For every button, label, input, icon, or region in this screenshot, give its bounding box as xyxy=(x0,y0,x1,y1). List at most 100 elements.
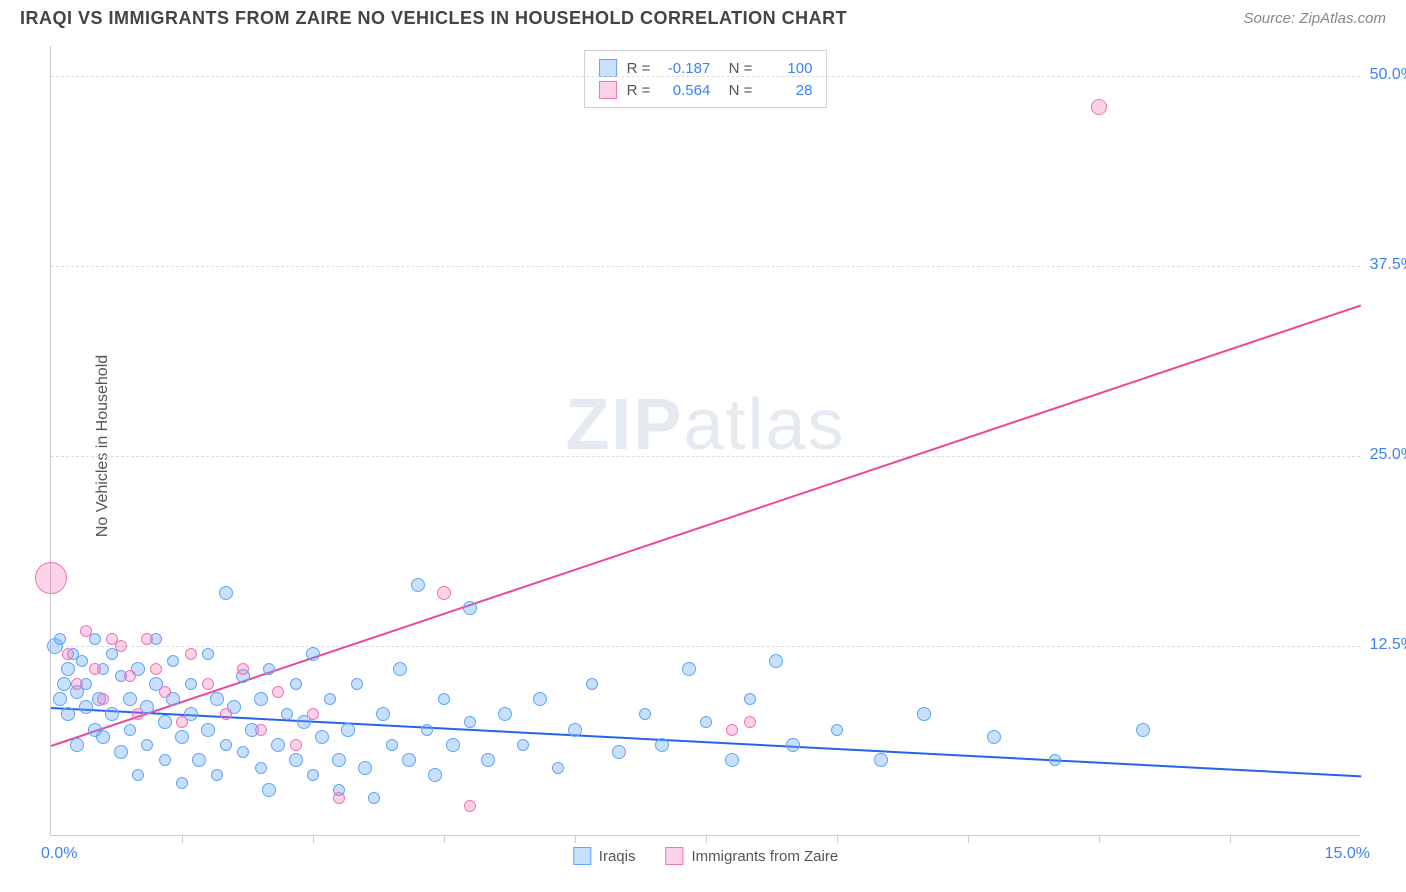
data-point xyxy=(219,586,233,600)
gridline xyxy=(51,456,1360,457)
data-point xyxy=(271,738,285,752)
legend-label-1: Iraqis xyxy=(599,848,636,865)
swatch-iraqis xyxy=(573,847,591,865)
gridline xyxy=(51,266,1360,267)
swatch-zaire xyxy=(665,847,683,865)
stats-row-2: R = 0.564 N = 28 xyxy=(599,79,813,101)
data-point xyxy=(71,678,83,690)
r-value-2: 0.564 xyxy=(660,82,710,99)
data-point xyxy=(185,648,197,660)
legend-item-iraqis: Iraqis xyxy=(573,847,636,865)
swatch-zaire xyxy=(599,81,617,99)
watermark: ZIPatlas xyxy=(565,384,845,466)
data-point xyxy=(132,769,144,781)
data-point xyxy=(255,724,267,736)
data-point xyxy=(682,662,696,676)
legend-label-2: Immigrants from Zaire xyxy=(691,848,838,865)
data-point xyxy=(254,692,268,706)
data-point xyxy=(61,707,75,721)
gridline xyxy=(51,646,1360,647)
data-point xyxy=(272,686,284,698)
data-point xyxy=(150,663,162,675)
data-point xyxy=(306,647,320,661)
x-tick xyxy=(444,835,445,843)
data-point xyxy=(114,745,128,759)
y-tick-label: 12.5% xyxy=(1370,636,1406,654)
data-point xyxy=(351,678,363,690)
r-label: R = xyxy=(627,60,651,77)
data-point xyxy=(202,678,214,690)
data-point xyxy=(192,753,206,767)
data-point xyxy=(115,640,127,652)
data-point xyxy=(158,715,172,729)
data-point xyxy=(315,730,329,744)
series-legend: Iraqis Immigrants from Zaire xyxy=(573,847,838,865)
y-tick-label: 37.5% xyxy=(1370,256,1406,274)
data-point xyxy=(586,678,598,690)
data-point xyxy=(201,723,215,737)
data-point xyxy=(421,724,433,736)
data-point xyxy=(263,663,275,675)
data-point xyxy=(70,738,84,752)
n-value-2: 28 xyxy=(762,82,812,99)
x-tick xyxy=(837,835,838,843)
x-axis-max: 15.0% xyxy=(1325,845,1370,863)
data-point xyxy=(97,693,109,705)
data-point xyxy=(874,753,888,767)
data-point xyxy=(533,692,547,706)
legend-item-zaire: Immigrants from Zaire xyxy=(665,847,838,865)
data-point xyxy=(159,754,171,766)
data-point xyxy=(307,769,319,781)
data-point xyxy=(639,708,651,720)
data-point xyxy=(54,633,66,645)
data-point xyxy=(655,738,669,752)
data-point xyxy=(124,724,136,736)
n-value-1: 100 xyxy=(762,60,812,77)
r-value-1: -0.187 xyxy=(660,60,710,77)
data-point xyxy=(498,707,512,721)
data-point xyxy=(1136,723,1150,737)
data-point xyxy=(262,783,276,797)
data-point xyxy=(176,716,188,728)
data-point xyxy=(700,716,712,728)
data-point xyxy=(464,800,476,812)
data-point xyxy=(79,700,93,714)
data-point xyxy=(210,692,224,706)
data-point xyxy=(61,662,75,676)
data-point xyxy=(290,739,302,751)
data-point xyxy=(159,686,171,698)
data-point xyxy=(446,738,460,752)
data-point xyxy=(289,753,303,767)
data-point xyxy=(831,724,843,736)
data-point xyxy=(255,762,267,774)
data-point xyxy=(438,693,450,705)
x-tick xyxy=(1099,835,1100,843)
data-point xyxy=(358,761,372,775)
data-point xyxy=(393,662,407,676)
data-point xyxy=(324,693,336,705)
data-point xyxy=(80,625,92,637)
data-point xyxy=(57,677,71,691)
data-point xyxy=(464,716,476,728)
data-point xyxy=(237,746,249,758)
data-point xyxy=(220,708,232,720)
source-label: Source: ZipAtlas.com xyxy=(1243,10,1386,27)
r-label: R = xyxy=(627,82,651,99)
data-point xyxy=(386,739,398,751)
data-point xyxy=(744,716,756,728)
data-point xyxy=(211,769,223,781)
data-point xyxy=(281,708,293,720)
data-point xyxy=(368,792,380,804)
x-tick xyxy=(313,835,314,843)
data-point xyxy=(96,730,110,744)
data-point xyxy=(35,562,67,594)
data-point xyxy=(307,708,319,720)
data-point xyxy=(332,753,346,767)
data-point xyxy=(176,777,188,789)
data-point xyxy=(917,707,931,721)
data-point xyxy=(290,678,302,690)
data-point xyxy=(1049,754,1061,766)
x-tick xyxy=(1230,835,1231,843)
data-point xyxy=(62,648,74,660)
data-point xyxy=(175,730,189,744)
